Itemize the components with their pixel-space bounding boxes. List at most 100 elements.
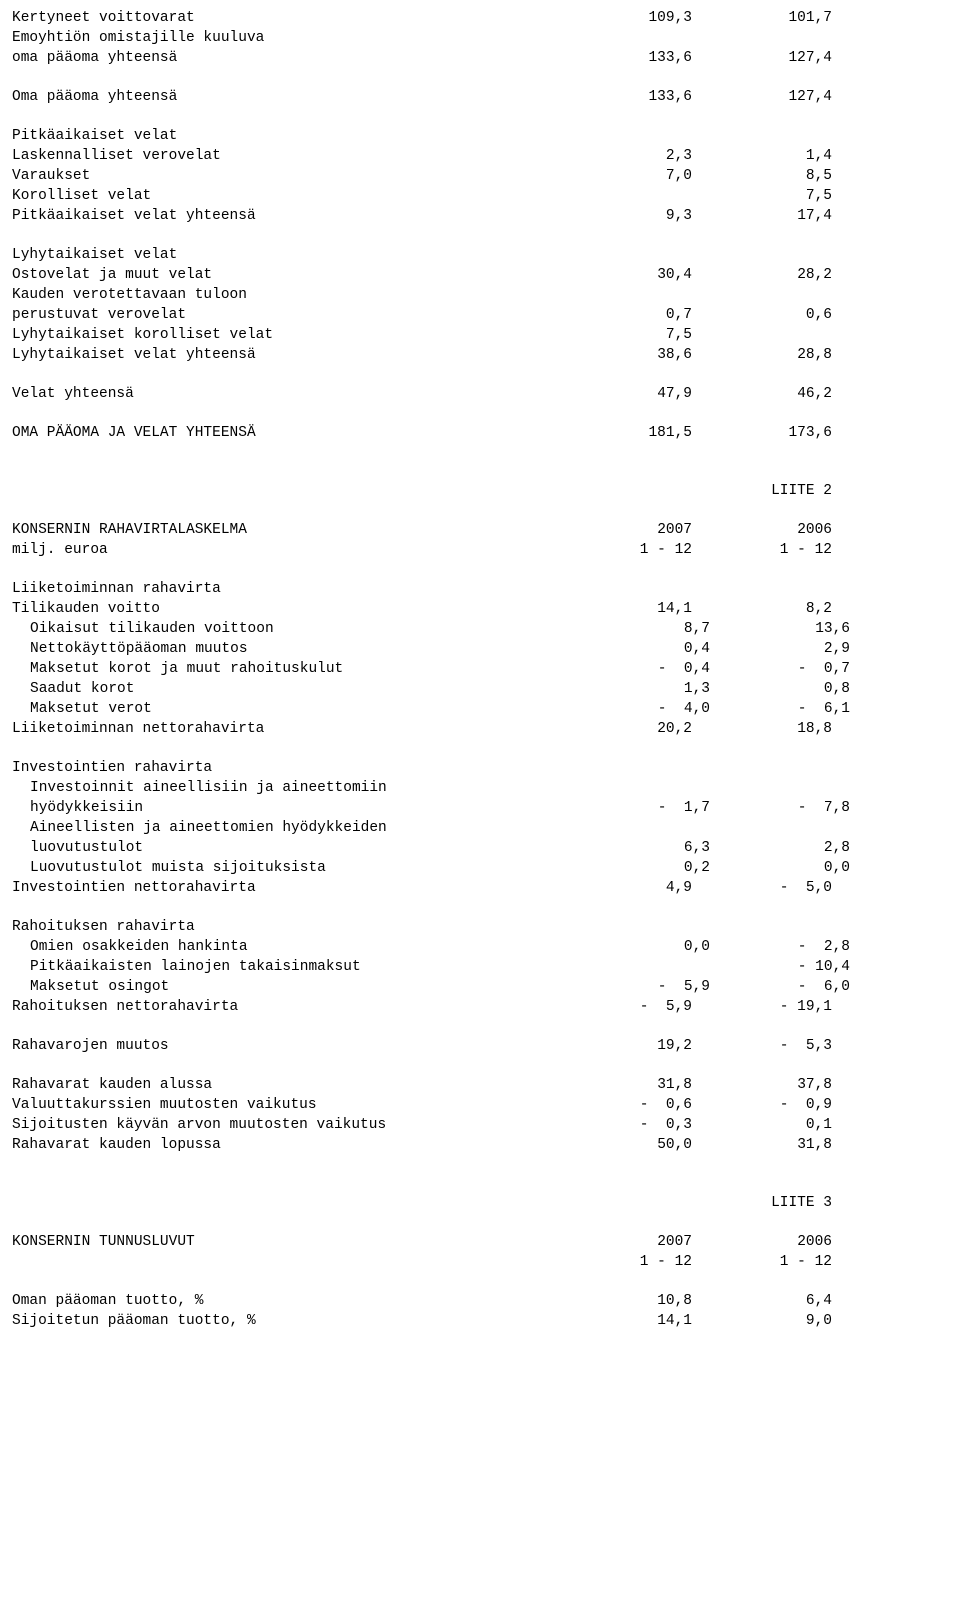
row-val-b: 6,4 bbox=[692, 1291, 832, 1311]
row-val-a: 1 - 12 bbox=[552, 540, 692, 560]
row-label: Investointien nettorahavirta bbox=[12, 878, 552, 898]
row-val-a: 0,0 bbox=[570, 937, 710, 957]
row-val-b: - 19,1 bbox=[692, 997, 832, 1017]
cashflow-row: Aineellisten ja aineettomien hyödykkeide… bbox=[12, 818, 948, 838]
row-label: KONSERNIN RAHAVIRTALASKELMA bbox=[12, 520, 552, 540]
attachment-label: LIITE 3 bbox=[12, 1193, 948, 1213]
row-label: Sijoitetun pääoman tuotto, % bbox=[12, 1311, 552, 1331]
row-val-b: 2,9 bbox=[710, 639, 850, 659]
row-val-a: - 0,3 bbox=[552, 1115, 692, 1135]
row-label bbox=[12, 1252, 552, 1272]
row-label: Lyhytaikaiset korolliset velat bbox=[12, 325, 552, 345]
balance-row: Laskennalliset verovelat2,31,4 bbox=[12, 146, 948, 166]
ratios-row: Sijoitetun pääoman tuotto, %14,19,0 bbox=[12, 1311, 948, 1331]
row-val-a: 1,3 bbox=[570, 679, 710, 699]
blank-line bbox=[12, 226, 948, 245]
row-val-b: 0,6 bbox=[692, 305, 832, 325]
row-label: Liiketoiminnan rahavirta bbox=[12, 579, 552, 599]
row-label: Laskennalliset verovelat bbox=[12, 146, 552, 166]
row-label: Omien osakkeiden hankinta bbox=[12, 937, 570, 957]
cashflow-row: Maksetut osingot- 5,9- 6,0 bbox=[12, 977, 948, 997]
row-label: oma pääoma yhteensä bbox=[12, 48, 552, 68]
row-label: Oman pääoman tuotto, % bbox=[12, 1291, 552, 1311]
row-val-a: 14,1 bbox=[552, 599, 692, 619]
cashflow-row: Valuuttakurssien muutosten vaikutus- 0,6… bbox=[12, 1095, 948, 1115]
blank-line bbox=[12, 1272, 948, 1291]
row-label: perustuvat verovelat bbox=[12, 305, 552, 325]
row-label: Investointien rahavirta bbox=[12, 758, 552, 778]
row-label: Oma pääoma yhteensä bbox=[12, 87, 552, 107]
row-val-b: - 6,0 bbox=[710, 977, 850, 997]
row-label: OMA PÄÄOMA JA VELAT YHTEENSÄ bbox=[12, 423, 552, 443]
blank-line bbox=[12, 1213, 948, 1232]
row-val-a: 7,5 bbox=[552, 325, 692, 345]
cashflow-row: Investointien nettorahavirta4,9- 5,0 bbox=[12, 878, 948, 898]
row-val-a: 4,9 bbox=[552, 878, 692, 898]
row-val-b: 9,0 bbox=[692, 1311, 832, 1331]
row-val-b: - 5,3 bbox=[692, 1036, 832, 1056]
balance-row: OMA PÄÄOMA JA VELAT YHTEENSÄ181,5173,6 bbox=[12, 423, 948, 443]
row-val-a: 8,7 bbox=[570, 619, 710, 639]
row-label: Liiketoiminnan nettorahavirta bbox=[12, 719, 552, 739]
row-val-b: 17,4 bbox=[692, 206, 832, 226]
row-val-b: 31,8 bbox=[692, 1135, 832, 1155]
row-label: KONSERNIN TUNNUSLUVUT bbox=[12, 1232, 552, 1252]
row-val-a: 109,3 bbox=[552, 8, 692, 28]
row-label: Valuuttakurssien muutosten vaikutus bbox=[12, 1095, 552, 1115]
blank-line bbox=[12, 1155, 948, 1174]
row-val-b: - 0,9 bbox=[692, 1095, 832, 1115]
cashflow-row: Liiketoiminnan nettorahavirta20,218,8 bbox=[12, 719, 948, 739]
row-val-a: 9,3 bbox=[552, 206, 692, 226]
row-val-b: 18,8 bbox=[692, 719, 832, 739]
row-val-a: 50,0 bbox=[552, 1135, 692, 1155]
cashflow-row: luovutustulot6,32,8 bbox=[12, 838, 948, 858]
row-label: Korolliset velat bbox=[12, 186, 552, 206]
row-val-b bbox=[692, 325, 832, 345]
balance-row: Lyhytaikaiset velat yhteensä38,628,8 bbox=[12, 345, 948, 365]
row-val-b: 0,1 bbox=[692, 1115, 832, 1135]
cashflow-row: Tilikauden voitto14,18,2 bbox=[12, 599, 948, 619]
row-label: Rahavarojen muutos bbox=[12, 1036, 552, 1056]
row-val-a: 2007 bbox=[552, 1232, 692, 1252]
row-val-b: - 5,0 bbox=[692, 878, 832, 898]
liite-2: LIITE 2 bbox=[692, 481, 832, 501]
row-val-a bbox=[552, 186, 692, 206]
cashflow-row: Luovutustulot muista sijoituksista0,20,0 bbox=[12, 858, 948, 878]
cashflow-header: KONSERNIN RAHAVIRTALASKELMA20072006 bbox=[12, 520, 948, 540]
row-val-b: - 7,8 bbox=[710, 798, 850, 818]
row-val-a: - 0,4 bbox=[570, 659, 710, 679]
row-val-a bbox=[570, 957, 710, 977]
liite-3: LIITE 3 bbox=[692, 1193, 832, 1213]
blank-line bbox=[12, 1056, 948, 1075]
row-label: Kertyneet voittovarat bbox=[12, 8, 552, 28]
row-val-a: 14,1 bbox=[552, 1311, 692, 1331]
row-val-b: 28,2 bbox=[692, 265, 832, 285]
balance-row: Pitkäaikaiset velat yhteensä9,317,4 bbox=[12, 206, 948, 226]
cashflow-row: Investointien rahavirta bbox=[12, 758, 948, 778]
row-val-b: 28,8 bbox=[692, 345, 832, 365]
balance-row: Pitkäaikaiset velat bbox=[12, 126, 948, 146]
row-val-b: 127,4 bbox=[692, 87, 832, 107]
row-val-b: 1,4 bbox=[692, 146, 832, 166]
row-label: Maksetut osingot bbox=[12, 977, 570, 997]
row-label: milj. euroa bbox=[12, 540, 552, 560]
blank-line bbox=[12, 404, 948, 423]
row-val-b: 127,4 bbox=[692, 48, 832, 68]
cashflow-row: Liiketoiminnan rahavirta bbox=[12, 579, 948, 599]
row-val-b: 2,8 bbox=[710, 838, 850, 858]
cashflow-row: Rahavarojen muutos19,2- 5,3 bbox=[12, 1036, 948, 1056]
row-label: Investoinnit aineellisiin ja aineettomii… bbox=[12, 778, 570, 798]
cashflow-header: milj. euroa1 - 121 - 12 bbox=[12, 540, 948, 560]
row-val-b: - 2,8 bbox=[710, 937, 850, 957]
row-label: Velat yhteensä bbox=[12, 384, 552, 404]
balance-row: Lyhytaikaiset velat bbox=[12, 245, 948, 265]
cashflow-row: Rahoituksen rahavirta bbox=[12, 917, 948, 937]
row-val-a: 2,3 bbox=[552, 146, 692, 166]
blank-line bbox=[12, 462, 948, 481]
cashflow-row: Saadut korot1,30,8 bbox=[12, 679, 948, 699]
balance-row: Varaukset7,08,5 bbox=[12, 166, 948, 186]
blank-line bbox=[12, 68, 948, 87]
row-val-a: 0,4 bbox=[570, 639, 710, 659]
cashflow-row: Maksetut korot ja muut rahoituskulut- 0,… bbox=[12, 659, 948, 679]
row-val-b: 2006 bbox=[692, 1232, 832, 1252]
